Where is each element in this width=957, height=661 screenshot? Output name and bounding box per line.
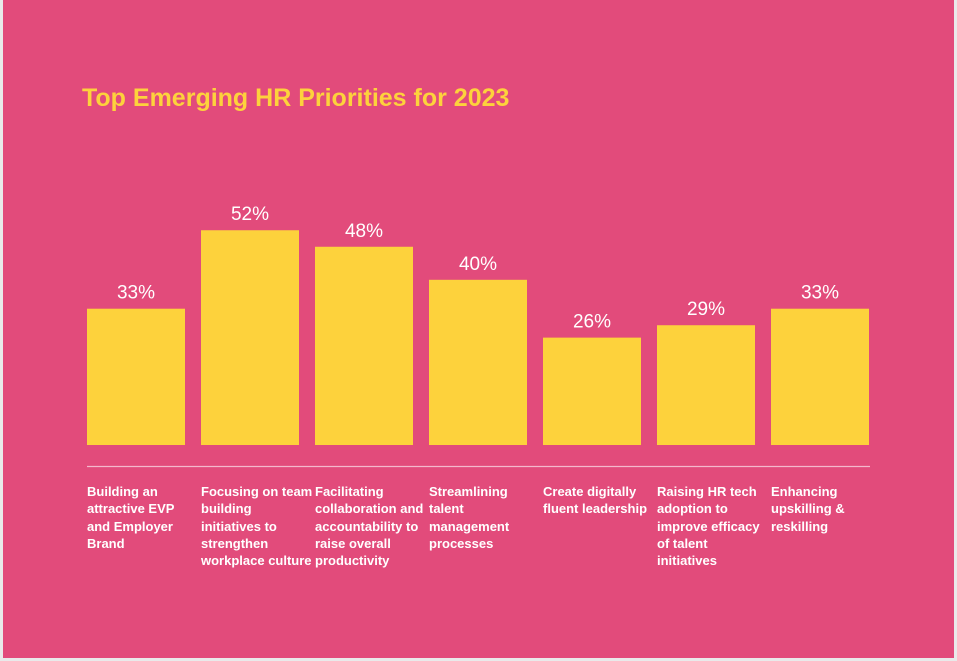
bar-6 (657, 325, 755, 445)
bar-7 (771, 308, 869, 445)
category-label-3: Facilitating collaboration and accountab… (315, 484, 424, 569)
value-labels-group: 33% 52% 48% 40% 26% 29% 33% (117, 204, 839, 332)
value-label-1: 33% (117, 283, 155, 304)
category-label-6: Raising HR tech adoption to improve effi… (657, 484, 760, 569)
value-label-3: 48% (345, 221, 383, 242)
bar-4 (429, 279, 527, 445)
value-label-2: 52% (231, 204, 269, 225)
chart-card: Top Emerging HR Priorities for 2023 33% 5… (3, 0, 954, 658)
bar-5 (543, 337, 641, 445)
bars-group (87, 230, 869, 445)
value-label-6: 29% (687, 299, 725, 320)
value-label-4: 40% (459, 254, 497, 275)
value-label-5: 26% (573, 312, 611, 333)
value-label-7: 33% (801, 283, 839, 304)
category-label-5: Create digitally fluent leadership (543, 484, 648, 517)
category-label-2: Focusing on team building initiatives to… (201, 484, 313, 569)
bar-chart: 33% 52% 48% 40% 26% 29% 33% (87, 204, 870, 468)
category-label-1: Building an attractive EVP and Employer … (87, 484, 175, 551)
chart-title: Top Emerging HR Priorities for 2023 (82, 84, 510, 112)
category-label-4: Streamlining talent management processes (429, 484, 510, 551)
bar-1 (87, 308, 185, 445)
bar-3 (315, 246, 413, 445)
bar-2 (201, 230, 299, 445)
category-label-7: Enhancing upskilling & reskilling (771, 484, 845, 534)
